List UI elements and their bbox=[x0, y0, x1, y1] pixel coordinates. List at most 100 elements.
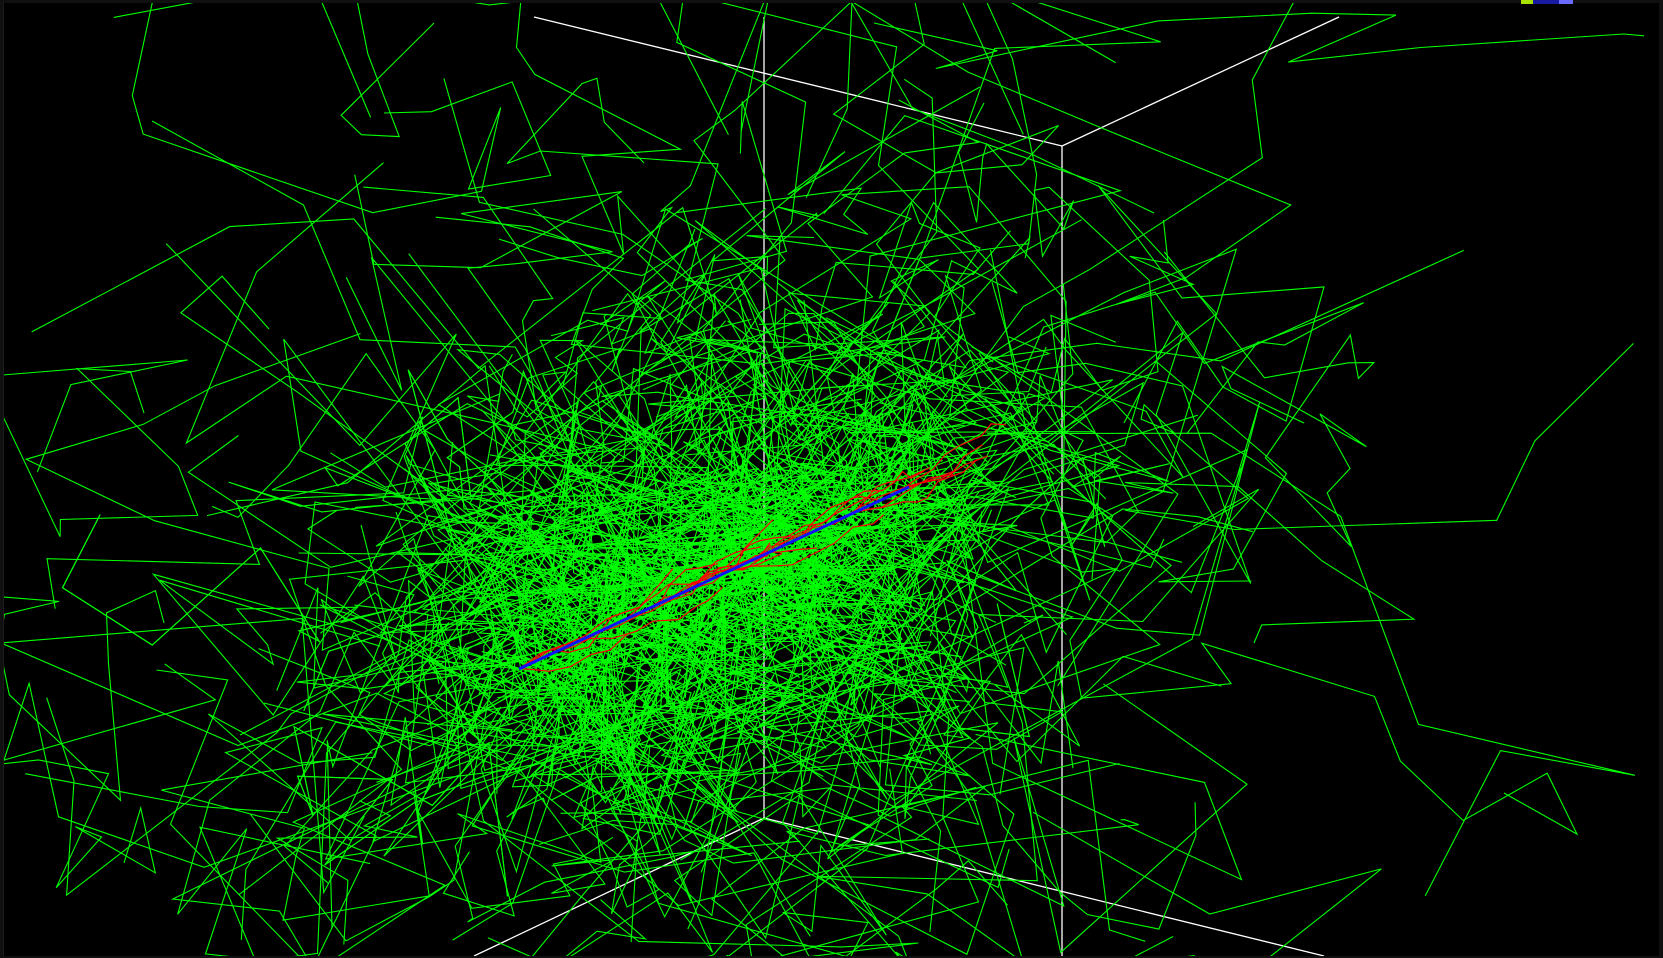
secondary-track bbox=[619, 186, 1242, 594]
secondary-track bbox=[669, 320, 793, 587]
secondary-track bbox=[601, 320, 765, 511]
secondary-track bbox=[24, 332, 767, 651]
secondary-track bbox=[746, 548, 832, 596]
secondary-track bbox=[489, 301, 710, 469]
secondary-track bbox=[533, 624, 986, 956]
secondary-track bbox=[546, 565, 717, 786]
secondary-track-outlier bbox=[851, 3, 1292, 305]
secondary-track bbox=[208, 591, 569, 841]
secondary-track bbox=[442, 705, 611, 917]
primary-track bbox=[677, 535, 795, 596]
box-edge-top-back bbox=[533, 16, 1063, 147]
secondary-track bbox=[790, 456, 907, 619]
secondary-track bbox=[323, 402, 745, 506]
secondary-track bbox=[596, 362, 782, 515]
secondary-track bbox=[321, 3, 807, 536]
secondary-track bbox=[803, 318, 1184, 687]
3d-viewport[interactable] bbox=[3, 3, 1659, 956]
secondary-track bbox=[888, 460, 1018, 533]
corner-color-indicator bbox=[1521, 0, 1573, 4]
secondary-track bbox=[725, 609, 980, 956]
secondary-track bbox=[471, 617, 759, 726]
secondary-track bbox=[579, 235, 1031, 673]
secondary-track bbox=[211, 352, 683, 770]
corner-swatch-yellow bbox=[1521, 0, 1533, 4]
secondary-track bbox=[446, 369, 571, 554]
secondary-track bbox=[877, 346, 1047, 502]
secondary-track bbox=[363, 186, 701, 644]
secondary-track bbox=[404, 385, 635, 677]
secondary-track bbox=[506, 655, 560, 818]
primary-track bbox=[594, 546, 761, 635]
secondary-track bbox=[496, 524, 789, 716]
secondary-track bbox=[161, 621, 667, 921]
secondary-track bbox=[807, 522, 992, 811]
secondary-track bbox=[945, 291, 1364, 516]
secondary-track bbox=[551, 316, 827, 464]
primary-track bbox=[844, 444, 983, 518]
secondary-track bbox=[320, 598, 513, 748]
secondary-track bbox=[293, 490, 696, 956]
secondary-track bbox=[822, 401, 882, 477]
scene-canvas[interactable] bbox=[4, 3, 1659, 956]
secondary-track bbox=[565, 698, 714, 956]
secondary-track bbox=[515, 3, 795, 584]
secondary-track bbox=[407, 369, 569, 554]
primary-track bbox=[804, 495, 881, 537]
secondary-track bbox=[763, 415, 969, 553]
secondary-track bbox=[165, 243, 588, 677]
secondary-track bbox=[531, 651, 930, 847]
secondary-track bbox=[850, 456, 1106, 706]
secondary-track bbox=[636, 3, 1114, 518]
secondary-track bbox=[942, 597, 1007, 666]
secondary-track bbox=[568, 469, 826, 930]
secondary-particle-tracks bbox=[4, 3, 1645, 956]
secondary-track bbox=[354, 174, 623, 537]
secondary-track bbox=[686, 617, 1222, 763]
primary-track bbox=[856, 458, 978, 513]
secondary-track bbox=[831, 3, 1038, 501]
primary-track bbox=[900, 423, 1006, 492]
secondary-track bbox=[151, 524, 491, 716]
secondary-track bbox=[639, 235, 976, 529]
secondary-track bbox=[759, 433, 824, 499]
secondary-track bbox=[879, 281, 1252, 584]
secondary-track bbox=[298, 552, 596, 635]
secondary-track bbox=[796, 219, 1082, 460]
secondary-track bbox=[345, 257, 793, 529]
secondary-track bbox=[417, 568, 919, 956]
secondary-track bbox=[859, 248, 1634, 531]
secondary-track bbox=[884, 631, 1120, 796]
secondary-track bbox=[417, 630, 614, 909]
secondary-track bbox=[250, 638, 627, 942]
secondary-track bbox=[793, 491, 1146, 942]
secondary-track bbox=[931, 402, 1261, 636]
secondary-track bbox=[679, 469, 752, 546]
primary-track bbox=[729, 514, 885, 572]
secondary-track bbox=[863, 280, 935, 464]
secondary-track-outlier bbox=[131, 3, 552, 214]
primary-track bbox=[852, 466, 931, 514]
secondary-track-outlier bbox=[383, 614, 1044, 908]
secondary-track bbox=[816, 533, 1195, 956]
secondary-track-outlier bbox=[4, 663, 217, 889]
secondary-track bbox=[206, 364, 797, 648]
secondary-track bbox=[550, 635, 686, 835]
secondary-track bbox=[847, 439, 1017, 509]
secondary-track bbox=[613, 526, 862, 767]
secondary-track bbox=[779, 317, 943, 479]
secondary-track bbox=[408, 253, 723, 722]
secondary-track bbox=[653, 274, 1010, 601]
secondary-track-outlier bbox=[1038, 400, 1416, 644]
secondary-track bbox=[704, 500, 1074, 769]
secondary-track bbox=[347, 575, 494, 693]
primary-track bbox=[525, 607, 637, 667]
secondary-track bbox=[443, 78, 820, 440]
secondary-track bbox=[805, 480, 946, 602]
secondary-track bbox=[673, 561, 887, 956]
secondary-track bbox=[467, 354, 691, 602]
box-edge-bottom-back bbox=[763, 817, 1325, 956]
secondary-track bbox=[907, 518, 1017, 767]
corner-swatch-violet bbox=[1559, 0, 1573, 4]
